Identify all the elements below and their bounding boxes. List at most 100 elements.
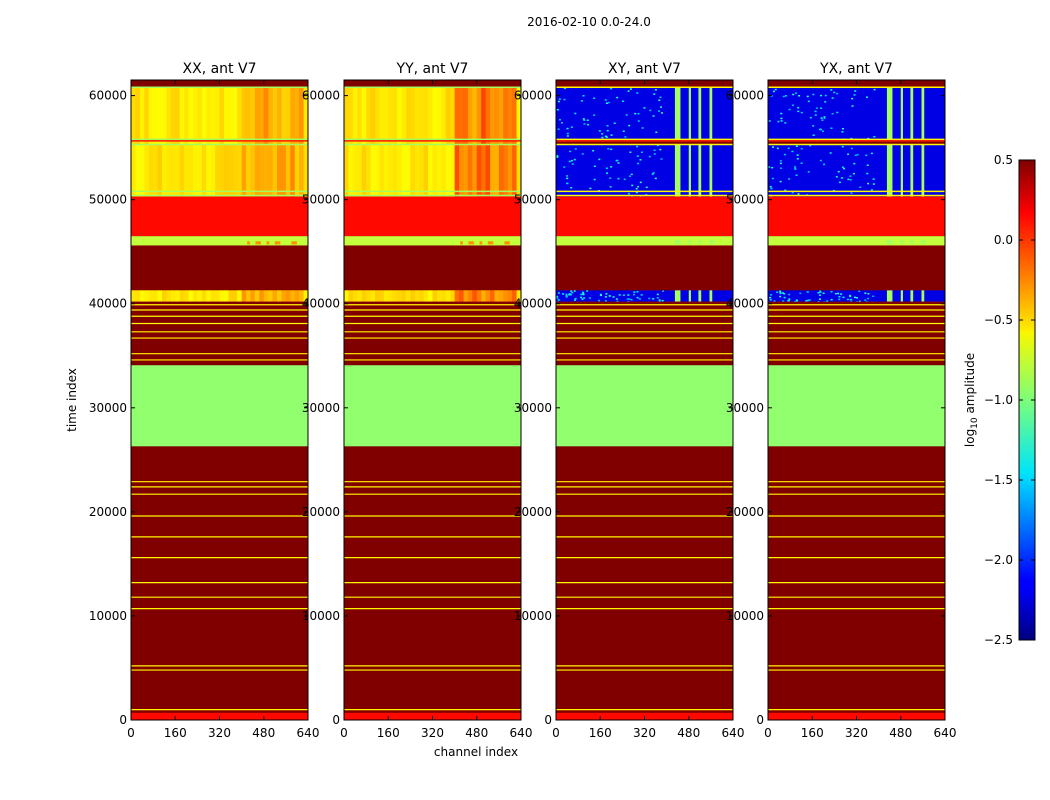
panel-3-noise-speckle: [610, 166, 613, 168]
panel-4-noise-speckle: [795, 299, 798, 301]
panel-1-channel-stripe: [232, 87, 238, 145]
panel-4-noise-speckle: [779, 162, 782, 165]
panel-2-channel-stripe: [401, 87, 407, 145]
panel-3-noise-speckle: [565, 294, 568, 296]
panel-1-channel-stripe: [281, 290, 287, 302]
panel-3-noise-speckle: [640, 294, 643, 296]
panel-2-channel-stripe: [436, 87, 442, 145]
panel-4-noise-speckle: [782, 300, 785, 302]
panel-4-y-tick-label: 30000: [726, 401, 764, 415]
panel-4-noise-speckle: [842, 167, 845, 170]
panel-1-channel-stripe: [259, 144, 265, 197]
panel-4-noise-speckle: [858, 290, 861, 293]
panel-4-noise-speckle: [805, 300, 808, 302]
panel-2-channel-stripe: [366, 144, 371, 197]
panel-1-channel-stripe: [232, 290, 238, 302]
panel-4-y-tick-label: 60000: [726, 89, 764, 103]
panel-4-noise-speckle: [780, 167, 783, 170]
panel-2-channel-stripe: [494, 87, 500, 145]
panel-3: XY, ant V7 0 160 320 480 640 0 10000 20000 30000 4…: [514, 61, 745, 740]
panel-3-noise-speckle: [589, 187, 592, 190]
panel-2-channel-stripe: [370, 144, 376, 197]
colorbar-tick-label: 0.0: [994, 233, 1013, 247]
panel-1-channel-stripe: [197, 87, 203, 145]
panel-2-channel-stripe: [344, 87, 349, 145]
panel-4-y-tick-label: 40000: [726, 297, 764, 311]
panel-4-noise-speckle: [867, 293, 870, 295]
panel-3-noise-speckle: [636, 155, 639, 157]
panel-4-noise-speckle: [769, 185, 772, 188]
panel-1-channel-stripe: [277, 144, 282, 197]
panel-3-noise-speckle: [609, 186, 612, 188]
panel-3-noise-speckle: [606, 172, 609, 174]
panel-3-noise-speckle: [627, 192, 630, 195]
panel-4-noise-speckle: [772, 90, 775, 93]
panel-4-noise-speckle: [830, 127, 833, 129]
panel-4-noise-speckle: [780, 112, 783, 115]
panel-3-noise-speckle: [641, 127, 644, 129]
panel-3-band: [556, 301, 733, 366]
panel-2-channel-stripe: [352, 290, 358, 302]
panel-3-noise-speckle: [622, 294, 625, 296]
panel-4-noise-speckle: [773, 300, 776, 302]
panel-3-noise-speckle: [634, 112, 637, 115]
panel-3-noise-speckle: [627, 294, 630, 296]
panel-4-noise-speckle: [866, 297, 869, 300]
panel-3-noise-speckle: [580, 293, 583, 296]
panel-2-channel-stripe: [503, 87, 509, 145]
panel-1-channel-stripe: [201, 290, 207, 302]
panel-3-noise-speckle: [636, 92, 639, 94]
panel-4-noise-speckle: [849, 295, 852, 298]
panel-4-noise-speckle: [820, 107, 823, 109]
panel-3-noise-speckle: [581, 298, 584, 300]
panel-2-channel-stripe: [507, 144, 513, 197]
panel-1-channel-stripe: [299, 144, 304, 197]
panel-4-noise-speckle: [841, 131, 844, 133]
panel-4-noise-speckle: [870, 188, 873, 191]
panel-4-noise-speckle: [865, 154, 868, 157]
panel-1-channel-stripe: [237, 87, 242, 145]
panel-3-noise-speckle: [615, 298, 618, 300]
panel-3-noise-speckle: [629, 151, 632, 153]
panel-3-noise-speckle: [660, 112, 663, 114]
panel-3-noise-speckle: [568, 293, 571, 295]
panel-3-noise-speckle: [638, 298, 641, 300]
panel-3-noise-speckle: [598, 130, 601, 132]
panel-1-channel-stripe: [206, 144, 211, 197]
panel-4-noise-speckle: [849, 294, 852, 297]
panel-1-channel-stripe: [170, 144, 176, 197]
panel-1-channel-stripe: [184, 144, 189, 197]
panel-2-y-tick-label: 10000: [302, 609, 340, 623]
panel-4-y-tick-label: 10000: [726, 609, 764, 623]
panel-4-noise-speckle: [776, 147, 779, 150]
panel-4-noise-speckle: [846, 298, 849, 301]
panel-4-noise-speckle: [787, 147, 790, 150]
panel-3-noise-speckle: [660, 158, 663, 160]
panel-1-channel-stripe: [290, 87, 296, 145]
panel-2-channel-stripe: [450, 87, 455, 145]
panel-1-channel-stripe: [153, 87, 158, 145]
panel-3-noise-speckle: [587, 123, 590, 126]
panel-3-band: [556, 236, 733, 246]
panel-3-noise-speckle: [658, 110, 661, 112]
panel-1-channel-stripe: [135, 290, 141, 302]
panel-2-artifact: [487, 241, 494, 245]
panel-3-noise-speckle: [612, 296, 615, 298]
panel-4-noise-speckle: [799, 292, 802, 295]
panel-1-channel-stripe: [197, 290, 203, 302]
panel-4-noise-speckle: [779, 180, 782, 183]
panel-3-noise-speckle: [625, 114, 628, 116]
panel-1-channel-stripe: [277, 87, 282, 145]
panel-4-noise-speckle: [867, 137, 870, 140]
panel-3-noise-speckle: [566, 175, 569, 177]
panel-3-noise-speckle: [617, 162, 620, 164]
panel-3-noise-speckle: [623, 178, 626, 181]
panel-2-channel-stripe: [392, 290, 398, 302]
panel-2-channel-stripe: [366, 87, 371, 145]
panel-2-channel-stripe: [445, 144, 451, 197]
panel-3-noise-speckle: [599, 293, 602, 296]
panel-4-x-tick-label: 480: [889, 726, 912, 740]
panel-1-channel-stripe: [303, 290, 309, 302]
panel-1-channel-stripe: [157, 290, 163, 302]
panel-4-noise-speckle: [854, 154, 857, 157]
